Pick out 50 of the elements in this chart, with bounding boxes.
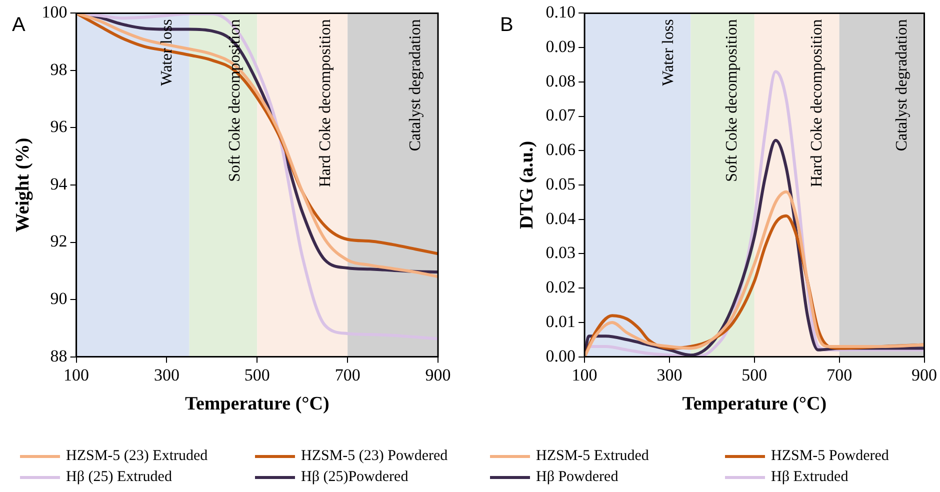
x-tick-label: 900 <box>912 365 937 384</box>
legend-label: Hβ Extruded <box>771 469 848 486</box>
x-tick-label: 300 <box>154 365 180 384</box>
band-label: Hard Coke decomposition <box>808 19 826 188</box>
y-tick-label: 0.06 <box>546 140 576 160</box>
x-tick-label: 500 <box>244 365 270 384</box>
legend-label: Hβ Powdered <box>536 469 618 486</box>
y-axis-title: Weight (%) <box>12 138 34 232</box>
band-label: Soft Coke decomposition <box>226 19 244 182</box>
y-tick-label: 0.04 <box>546 208 576 228</box>
band-label: Catalyst degradation <box>407 19 424 152</box>
x-tick-label: 100 <box>572 365 598 384</box>
band-label: Water loss <box>660 19 677 86</box>
legend-label: HZSM-5 (23) Powdered <box>301 448 448 465</box>
y-tick-label: 0.03 <box>546 243 576 262</box>
band-label: Hard Coke decomposition <box>316 19 334 188</box>
y-axis-title: DTG (a.u.) <box>516 140 538 230</box>
legend-label: Hβ (25)Powdered <box>301 469 408 486</box>
y-tick-label: 0.10 <box>546 2 576 22</box>
y-tick-label: 0.09 <box>546 37 576 56</box>
chart-title: B <box>500 14 514 37</box>
x-axis-title: Temperature (°C) <box>185 394 330 415</box>
y-tick-label: 0.05 <box>546 174 576 194</box>
x-tick-label: 900 <box>425 365 451 384</box>
x-tick-label: 300 <box>656 365 682 384</box>
band-label: Soft Coke decomposition <box>724 19 741 182</box>
y-tick-label: 92 <box>50 232 68 251</box>
legend-label: HZSM-5 (23) Extruded <box>66 448 208 465</box>
x-tick-label: 700 <box>334 365 360 384</box>
x-tick-label: 700 <box>826 365 852 384</box>
y-tick-label: 88 <box>50 346 68 366</box>
legend-label: Hβ (25) Extruded <box>66 469 172 486</box>
band-label: Water loss <box>158 19 176 86</box>
x-tick-label: 500 <box>742 365 768 384</box>
legend-label: HZSM-5 Powdered <box>771 448 889 465</box>
x-axis-title: Temperature (°C) <box>682 394 827 415</box>
y-tick-label: 0.01 <box>546 312 576 331</box>
y-tick-label: 94 <box>50 174 68 194</box>
legend-label: HZSM-5 Extruded <box>536 448 649 465</box>
y-tick-label: 90 <box>50 289 68 308</box>
chart-title: A <box>12 14 26 37</box>
y-tick-label: 98 <box>50 60 68 79</box>
y-tick-label: 0.02 <box>546 278 576 297</box>
y-tick-label: 100 <box>42 2 68 22</box>
y-tick-label: 0.08 <box>546 71 576 90</box>
band-label: Catalyst degradation <box>893 19 910 152</box>
y-tick-label: 96 <box>50 117 68 136</box>
x-tick-label: 100 <box>64 365 90 384</box>
y-tick-label: 0.00 <box>546 346 576 366</box>
y-tick-label: 0.07 <box>546 106 576 125</box>
